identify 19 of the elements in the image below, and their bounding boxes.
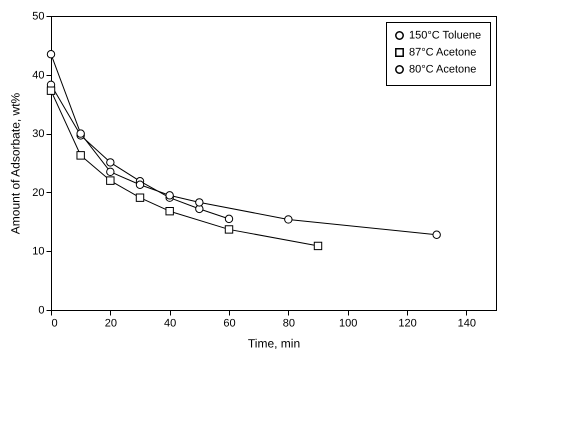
x-axis-title: Time, min [248,336,300,350]
x-tick-label: 80 [282,318,295,330]
x-tick-label: 0 [52,318,58,330]
x-tick-label: 100 [338,318,358,330]
legend-label: 80°C Acetone [409,64,476,76]
y-tick-label: 0 [38,304,44,316]
y-tick-label: 20 [32,186,44,199]
legend-label: 87°C Acetone [409,46,476,58]
x-tick-label: 140 [458,318,476,330]
x-tick-label: 20 [104,318,117,330]
y-axis-title: Amount of Adsorbate, wt% [8,92,22,234]
y-tick-label: 30 [32,128,44,140]
y-tick-label: 50 [32,10,44,22]
legend-label: 150°C Toluene [409,30,482,42]
y-tick-label: 40 [32,69,44,82]
y-tick-label: 10 [32,246,44,258]
x-tick-label: 40 [164,318,176,330]
x-tick-label: 60 [223,318,236,330]
x-tick-label: 120 [398,318,417,330]
